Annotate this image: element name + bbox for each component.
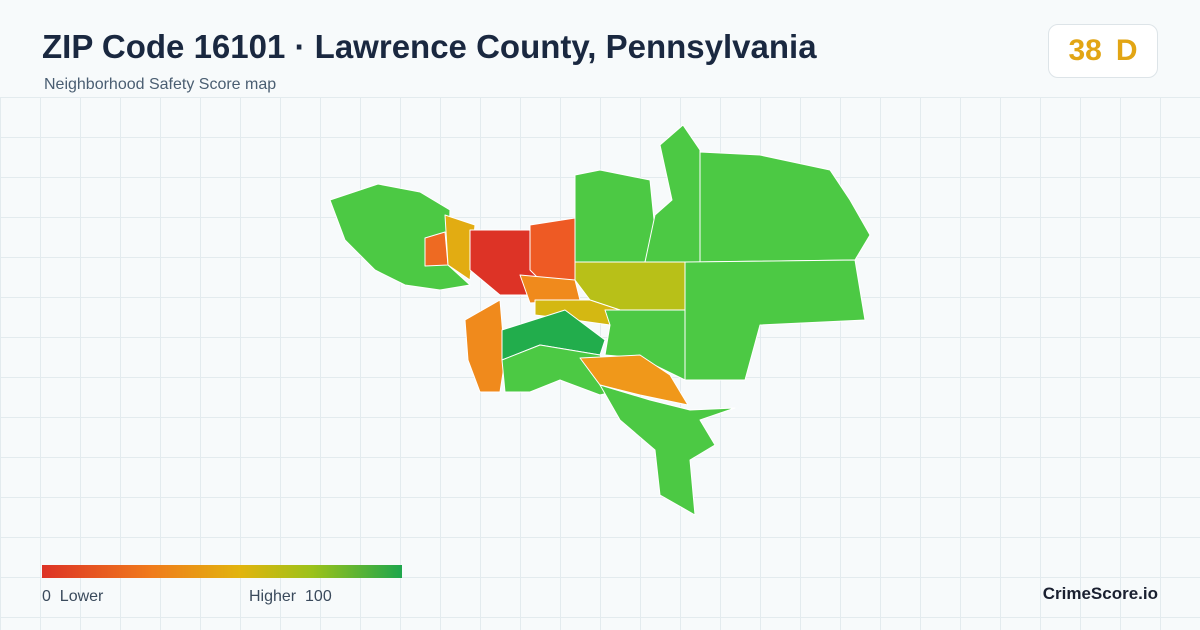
legend-max-value: 100 [305,588,332,605]
brand: CrimeScore.io [1042,584,1158,603]
legend-min-value: 0 [42,588,51,605]
legend-gradient [42,565,402,578]
legend-max-label: Higher [249,588,297,605]
region [529,217,576,286]
score-grade: D [1115,34,1138,67]
legend-min: 0 Lower [42,588,103,606]
region [519,274,581,304]
region [464,299,506,393]
region [424,231,449,267]
region [599,384,736,516]
region [444,214,476,281]
region [699,151,871,263]
region [574,169,656,263]
region [644,124,701,263]
score-value: 38 [1068,34,1102,67]
subtitle: Neighborhood Safety Score map [44,76,277,93]
legend-max: Higher 100 [249,588,332,606]
title: ZIP Code 16101 · Lawrence County, Pennsy… [42,28,817,65]
score-badge: 38 D [1048,24,1158,78]
region [684,259,866,381]
legend-min-label: Lower [59,588,104,605]
